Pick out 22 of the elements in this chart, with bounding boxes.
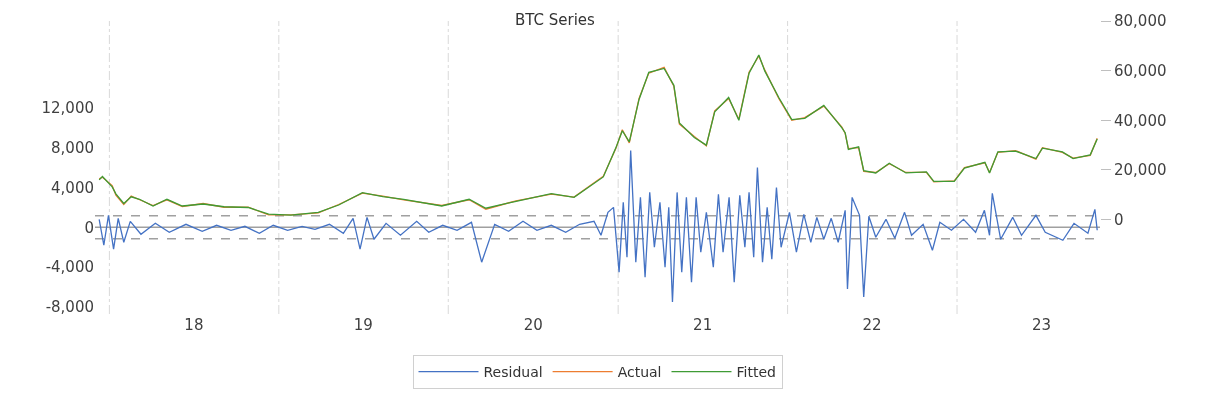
legend-label: Fitted [736, 364, 776, 381]
x-tick-label: 21 [693, 316, 713, 334]
y2-tick-label: 80,000 [1114, 12, 1167, 31]
x-tick-label: 19 [353, 316, 373, 334]
legend-label: Actual [617, 364, 662, 381]
y2-tick-label: 40,000 [1114, 111, 1167, 130]
x-tick-label: 23 [1031, 316, 1052, 334]
x-tick-label: 18 [184, 316, 204, 334]
y2-tick-label: 60,000 [1114, 61, 1167, 80]
chart-title: BTC Series [514, 11, 596, 30]
legend-label: Residual [483, 364, 543, 381]
x-tick-label: 22 [862, 316, 882, 334]
line-series [98, 149, 1098, 303]
y-tick-label: -4,000 [45, 258, 94, 277]
y-tick-label: 4,000 [51, 178, 94, 197]
y-tick-label: 0 [84, 218, 94, 237]
y-tick-label: 8,000 [51, 138, 94, 157]
y2-tick-label: 20,000 [1114, 161, 1167, 180]
x-tick-label: 20 [523, 316, 543, 334]
y2-tick-label: 0 [1114, 210, 1124, 229]
y-tick-label: 12,000 [41, 98, 94, 117]
y-tick-label: -8,000 [45, 298, 94, 317]
